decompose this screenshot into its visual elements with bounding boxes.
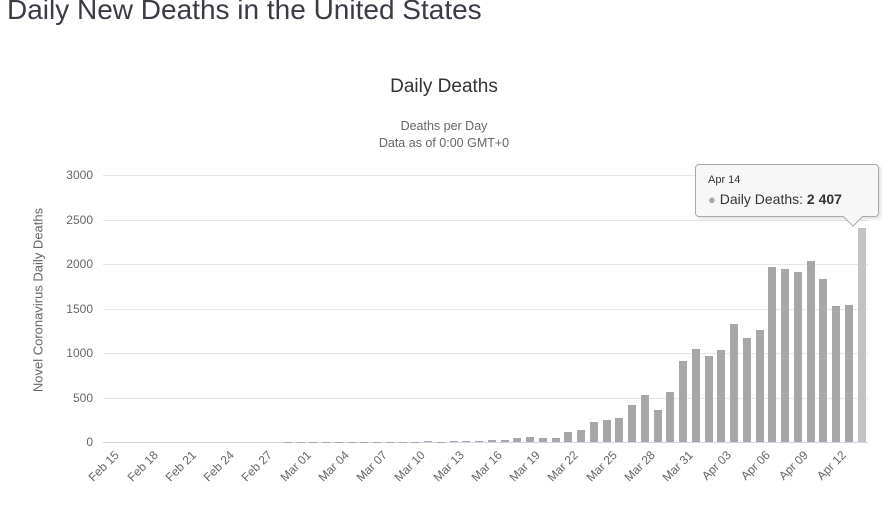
plot-area: 0 500 1000 1500 2000 2500 3000 Feb 15 Feb 18 Feb … bbox=[66, 168, 868, 484]
bar-mar-11[interactable] bbox=[424, 441, 433, 442]
chart-subtitle-line1: Deaths per Day bbox=[400, 119, 488, 133]
x-tick-label-feb-24: Feb 24 bbox=[200, 448, 237, 485]
bar-apr-11[interactable] bbox=[819, 279, 828, 442]
bar-mar-15[interactable] bbox=[475, 441, 484, 442]
x-tick-label-mar-10: Mar 10 bbox=[391, 448, 429, 485]
gridline-3000 bbox=[103, 175, 868, 176]
bar-mar-22[interactable] bbox=[564, 432, 573, 442]
bar-mar-14[interactable] bbox=[462, 441, 471, 442]
gridline-500 bbox=[103, 397, 868, 399]
chart-subtitle: Deaths per Day Data as of 0:00 GMT+0 bbox=[0, 118, 888, 152]
page-title: Daily New Deaths in the United States bbox=[7, 0, 482, 25]
bar-apr-05[interactable] bbox=[742, 338, 751, 442]
bar-mar-16[interactable] bbox=[487, 440, 496, 442]
x-tick-label-mar-25: Mar 25 bbox=[583, 448, 620, 485]
y-tick-label-2500: 2500 bbox=[66, 212, 93, 227]
gridline-2000 bbox=[103, 264, 868, 265]
chart-tooltip: Apr 14 ● Daily Deaths: 2 407 bbox=[695, 164, 879, 227]
x-tick-label-mar-07: Mar 07 bbox=[353, 448, 390, 485]
x-tick-label-mar-16: Mar 16 bbox=[468, 448, 505, 485]
tooltip-date: Apr 14 bbox=[708, 174, 741, 186]
bar-apr-12[interactable] bbox=[832, 306, 841, 442]
tooltip-series-label: Daily Deaths: bbox=[719, 191, 804, 207]
bar-apr-03[interactable] bbox=[717, 349, 726, 442]
y-tick-label-3000: 3000 bbox=[66, 168, 93, 182]
y-tick-label-0: 0 bbox=[86, 435, 93, 449]
y-tick-label-2000: 2000 bbox=[66, 257, 93, 271]
x-tick-label-mar-04: Mar 04 bbox=[315, 448, 352, 485]
tooltip-value: 2 407 bbox=[806, 191, 842, 207]
bar-mar-19[interactable] bbox=[526, 436, 535, 442]
bar-mar-21[interactable] bbox=[551, 437, 560, 442]
bar-mar-20[interactable] bbox=[538, 437, 547, 442]
x-tick-label-mar-13: Mar 13 bbox=[430, 448, 467, 485]
x-tick-label-feb-18: Feb 18 bbox=[124, 448, 161, 485]
series-marker-icon: ● bbox=[708, 192, 716, 207]
y-tick-label-1000: 1000 bbox=[66, 346, 93, 360]
bar-apr-08[interactable] bbox=[781, 269, 790, 442]
bar-apr-01[interactable] bbox=[691, 348, 700, 442]
gridline-1000 bbox=[103, 353, 868, 354]
x-tick-label-mar-19: Mar 19 bbox=[506, 448, 543, 485]
x-tick-label-feb-27: Feb 27 bbox=[238, 448, 276, 485]
bar-mar-17[interactable] bbox=[500, 440, 509, 442]
bar-mar-28[interactable] bbox=[640, 395, 649, 442]
x-tick-label-mar-01: Mar 01 bbox=[277, 448, 314, 485]
bar-mar-25[interactable] bbox=[602, 420, 611, 442]
chart-title: Daily Deaths bbox=[390, 76, 498, 97]
x-tick-label-apr-03: Apr 03 bbox=[699, 448, 735, 483]
x-tick-label-apr-09: Apr 09 bbox=[775, 448, 811, 483]
x-tick-label-mar-28: Mar 28 bbox=[621, 448, 658, 485]
chart-subtitle-line2: Data as of 0:00 GMT+0 bbox=[378, 136, 510, 150]
bar-mar-13[interactable] bbox=[449, 441, 458, 442]
bar-apr-04[interactable] bbox=[730, 323, 739, 442]
bar-apr-07[interactable] bbox=[768, 266, 777, 442]
x-tick-label-feb-15: Feb 15 bbox=[85, 448, 123, 485]
x-tick-label-feb-21: Feb 21 bbox=[162, 448, 199, 485]
gridline-1500 bbox=[103, 308, 868, 310]
x-tick-label-mar-22: Mar 22 bbox=[544, 448, 582, 485]
bar-mar-18[interactable] bbox=[513, 438, 522, 442]
bar-mar-27[interactable] bbox=[628, 405, 637, 442]
bar-apr-10[interactable] bbox=[806, 260, 815, 442]
bar-mar-26[interactable] bbox=[615, 418, 624, 442]
tooltip-series: ● Daily Deaths: 2 407 bbox=[708, 191, 866, 207]
bar-apr-13[interactable] bbox=[844, 305, 853, 442]
y-tick-label-500: 500 bbox=[72, 390, 93, 405]
bar-mar-30[interactable] bbox=[666, 392, 675, 442]
x-axis-line bbox=[103, 442, 868, 443]
bar-mar-23[interactable] bbox=[577, 429, 586, 442]
x-tick-label-apr-06: Apr 06 bbox=[737, 448, 773, 483]
bar-apr-09[interactable] bbox=[793, 272, 802, 442]
bar-apr-14[interactable] bbox=[857, 227, 866, 442]
bar-mar-31[interactable] bbox=[679, 360, 688, 442]
gridline-2500 bbox=[103, 219, 868, 221]
x-tick-label-apr-12: Apr 12 bbox=[814, 448, 849, 483]
x-tick-label-mar-31: Mar 31 bbox=[659, 448, 696, 485]
bar-apr-02[interactable] bbox=[704, 355, 713, 442]
bar-apr-06[interactable] bbox=[755, 330, 764, 442]
bar-mar-24[interactable] bbox=[589, 422, 598, 442]
bar-mar-29[interactable] bbox=[653, 409, 662, 442]
y-axis-title: Novel Coronavirus Daily Deaths bbox=[30, 207, 46, 393]
y-tick-label-1500: 1500 bbox=[66, 301, 93, 316]
